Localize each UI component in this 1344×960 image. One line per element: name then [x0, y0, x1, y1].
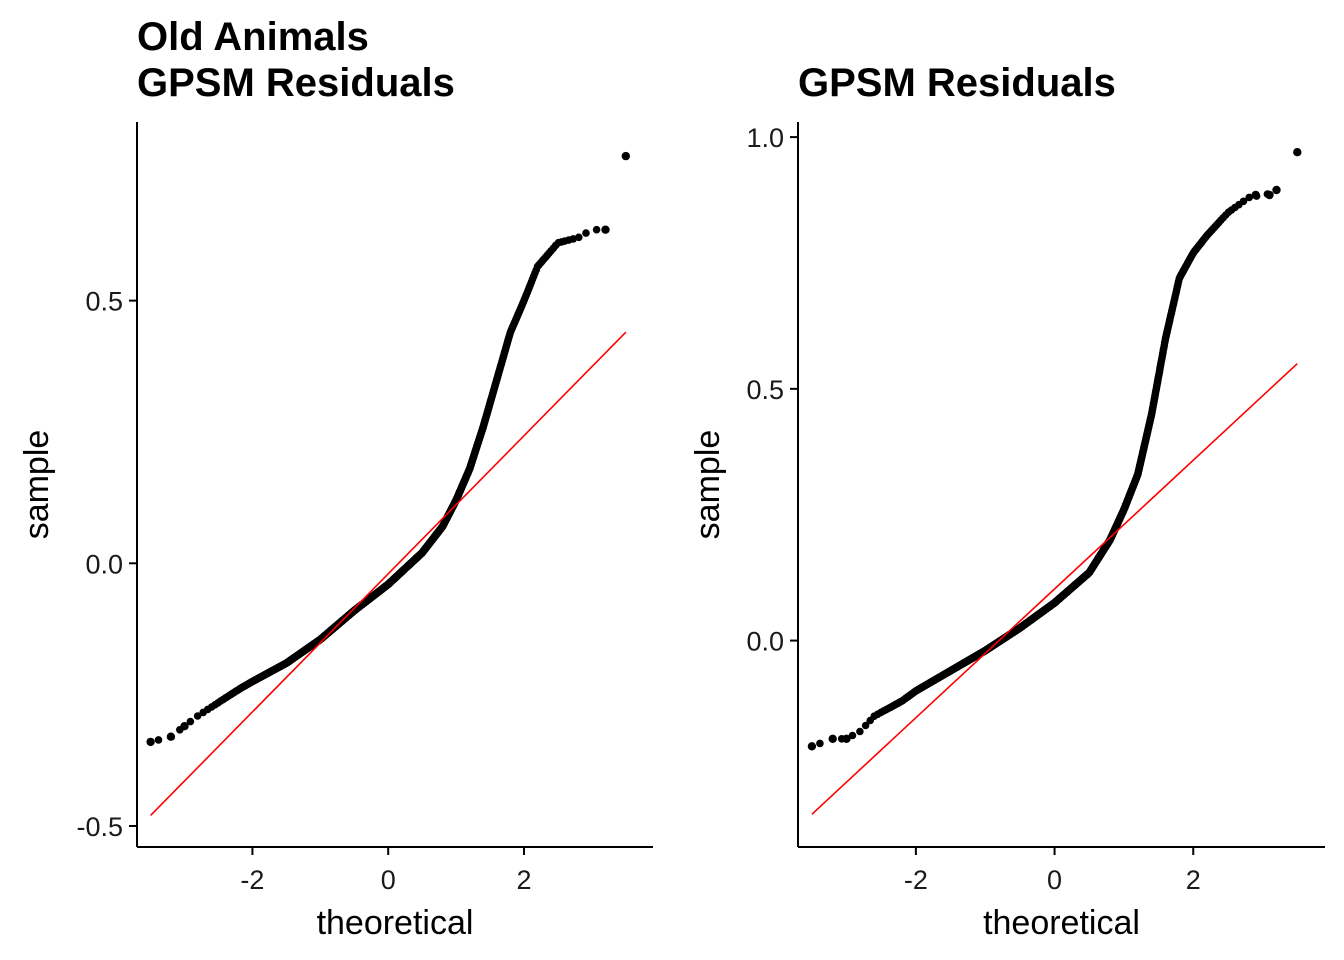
y-tick-label: 0.0 [746, 627, 784, 657]
qq-point-extreme [146, 737, 155, 747]
chart-title-line-2: GPSM Residuals [137, 61, 455, 105]
y-tick-label: 0.0 [85, 549, 123, 579]
qq-point [1239, 197, 1248, 206]
y-tick-label: 0.5 [85, 287, 123, 317]
qq-point-extreme [1265, 190, 1274, 200]
qq-point [856, 727, 864, 736]
y-axis-title: sample [689, 430, 727, 540]
chart-title-line-1: Old Animals [137, 15, 369, 59]
qq-point-extreme [807, 742, 817, 751]
qq-point [154, 736, 163, 744]
y-tick-label: -0.5 [76, 812, 123, 842]
sample-points [146, 151, 630, 747]
qq-reference-line [811, 363, 1298, 815]
y-axis-title: sample [18, 430, 56, 540]
qq-reference-line [150, 331, 627, 817]
x-tick-label: -2 [904, 865, 928, 895]
qq-point [848, 731, 857, 740]
qq-point-extreme [1293, 148, 1302, 157]
qq-point-extreme [601, 225, 610, 234]
qq-point [582, 229, 590, 237]
qq-point-extreme [1272, 185, 1281, 195]
qq-point-extreme [1251, 190, 1260, 200]
qq-point [1245, 193, 1253, 202]
y-tick-label: 1.0 [746, 123, 784, 153]
panel-gpsm-residuals: GPSM Residuals 0.0 0.5 1.0 -2 0 2 theoretical sa… [689, 61, 1325, 942]
x-tick-label: 0 [1047, 865, 1062, 895]
qq-point [592, 225, 601, 234]
x-tick-label: 2 [1186, 865, 1201, 895]
qq-point-extreme [842, 734, 851, 743]
qq-point [861, 721, 870, 730]
x-tick-label: 2 [516, 865, 531, 895]
qq-point [816, 739, 824, 748]
qq-point [193, 712, 202, 720]
x-axis-title: theoretical [983, 904, 1140, 942]
y-tick-label: 0.5 [746, 375, 784, 405]
chart-title-line-1: GPSM Residuals [798, 61, 1116, 105]
x-tick-label: 0 [381, 865, 396, 895]
x-tick-label: -2 [240, 865, 264, 895]
qq-point-extreme [828, 734, 837, 743]
qq-point [575, 233, 583, 242]
sample-points [807, 148, 1302, 751]
qq-point-extreme [166, 732, 176, 741]
x-axis-title: theoretical [317, 904, 474, 942]
qq-point-extreme [180, 722, 189, 731]
qq-point [186, 717, 195, 726]
qq-point-extreme [621, 151, 630, 161]
